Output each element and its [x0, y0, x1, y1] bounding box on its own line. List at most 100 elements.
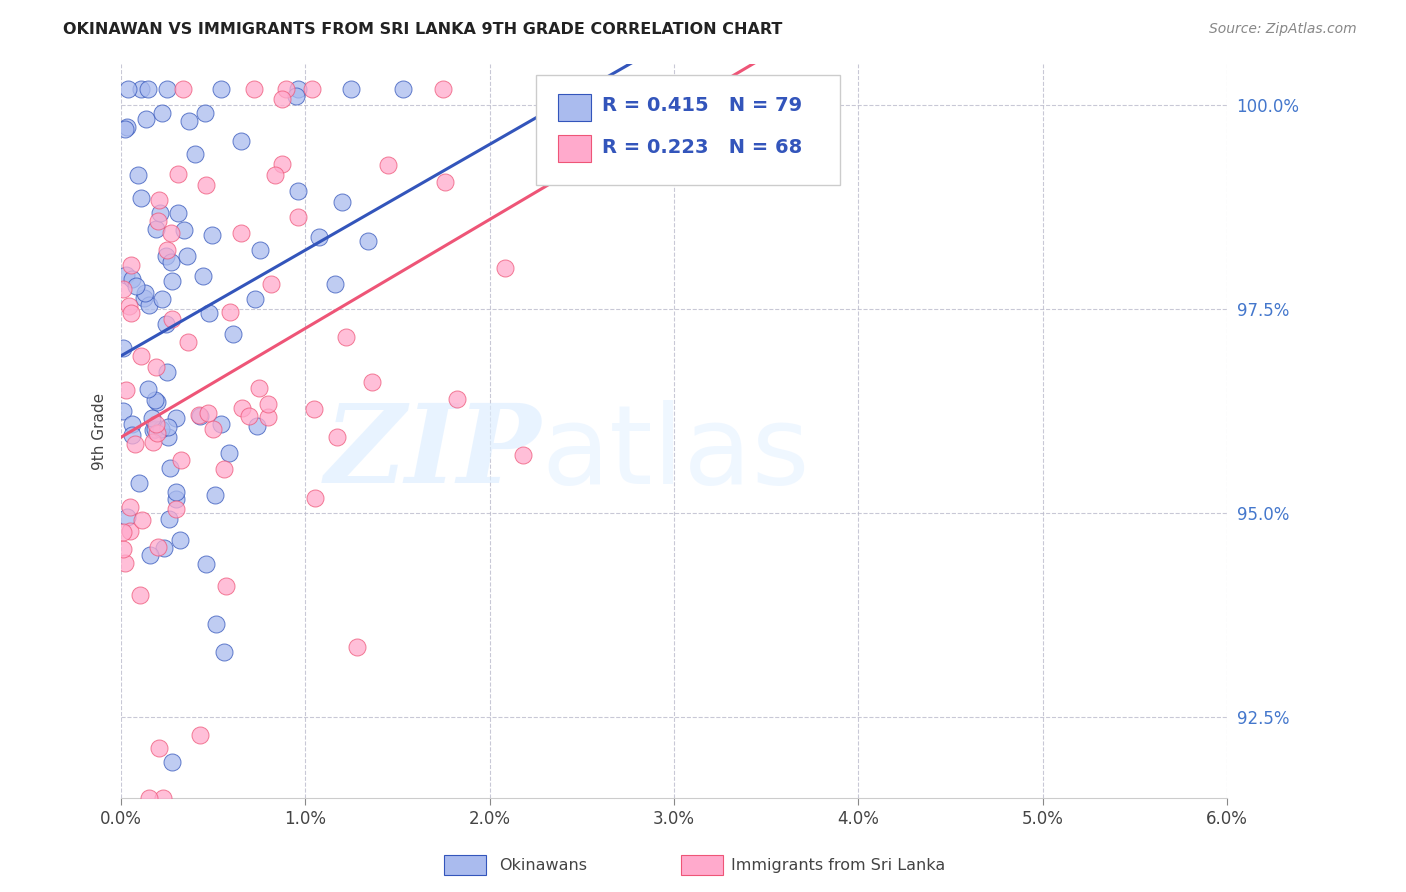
Point — [249, 243, 271, 257]
Point — [218, 446, 240, 460]
Point — [127, 168, 149, 182]
Point — [160, 311, 183, 326]
Point — [231, 401, 253, 416]
Point — [112, 525, 135, 540]
Point — [121, 271, 143, 285]
Point — [143, 422, 166, 436]
Point — [142, 423, 165, 437]
Point — [194, 178, 217, 192]
Point — [165, 501, 187, 516]
FancyBboxPatch shape — [558, 136, 591, 161]
Point — [156, 430, 179, 444]
Point — [117, 81, 139, 95]
Point — [287, 81, 309, 95]
Point — [165, 484, 187, 499]
Point — [139, 548, 162, 562]
Point — [202, 422, 225, 436]
Point — [145, 222, 167, 236]
Point — [120, 258, 142, 272]
Point — [167, 167, 190, 181]
Point — [377, 158, 399, 172]
Point — [357, 234, 380, 248]
Point — [149, 422, 172, 436]
Point — [218, 304, 240, 318]
Point — [304, 491, 326, 505]
Text: R = 0.223   N = 68: R = 0.223 N = 68 — [602, 137, 803, 156]
Point — [152, 541, 174, 556]
Text: Source: ZipAtlas.com: Source: ZipAtlas.com — [1209, 22, 1357, 37]
Point — [149, 206, 172, 220]
Point — [446, 392, 468, 407]
Point — [284, 89, 307, 103]
Point — [115, 268, 138, 282]
Point — [165, 491, 187, 506]
Point — [131, 349, 153, 363]
Point — [160, 227, 183, 241]
Point — [257, 410, 280, 425]
Point — [432, 81, 454, 95]
Point — [124, 437, 146, 451]
Point — [145, 417, 167, 432]
Point — [150, 106, 173, 120]
Point — [204, 487, 226, 501]
Point — [129, 588, 152, 602]
Point — [129, 81, 152, 95]
Point — [150, 293, 173, 307]
Point — [112, 341, 135, 355]
Point — [346, 640, 368, 655]
Point — [129, 191, 152, 205]
Point — [260, 277, 283, 291]
Point — [118, 524, 141, 538]
Point — [245, 292, 267, 306]
Point — [177, 335, 200, 350]
Point — [270, 157, 292, 171]
Point — [152, 791, 174, 805]
Point — [121, 417, 143, 431]
Point — [131, 513, 153, 527]
Point — [120, 306, 142, 320]
Point — [169, 533, 191, 547]
Point — [167, 206, 190, 220]
Point — [276, 81, 298, 95]
Point — [188, 409, 211, 423]
Text: atlas: atlas — [541, 400, 810, 507]
Point — [156, 243, 179, 257]
Point — [205, 617, 228, 632]
Point — [112, 542, 135, 557]
Point — [172, 81, 194, 95]
Point — [215, 579, 238, 593]
Point — [177, 114, 200, 128]
Point — [188, 409, 211, 423]
Point — [125, 279, 148, 293]
Point — [339, 81, 361, 95]
Point — [148, 740, 170, 755]
Point — [128, 475, 150, 490]
Point — [115, 509, 138, 524]
Point — [115, 120, 138, 134]
Point — [145, 395, 167, 409]
Point — [512, 448, 534, 462]
Point — [146, 540, 169, 554]
Point — [287, 210, 309, 224]
Point — [138, 382, 160, 396]
Point — [229, 226, 252, 240]
Point — [114, 121, 136, 136]
Point — [247, 381, 270, 395]
Point — [155, 366, 177, 380]
Point — [170, 453, 193, 467]
Point — [156, 81, 179, 95]
Point — [112, 282, 135, 296]
Point — [326, 430, 349, 444]
Point — [191, 268, 214, 283]
Point — [323, 277, 346, 292]
Point — [222, 326, 245, 341]
Point — [173, 223, 195, 237]
Point — [242, 81, 264, 95]
Point — [160, 255, 183, 269]
Point — [546, 81, 568, 95]
Point — [361, 375, 384, 389]
Point — [574, 97, 596, 112]
Point — [148, 193, 170, 207]
Point — [197, 406, 219, 420]
Point — [146, 426, 169, 441]
